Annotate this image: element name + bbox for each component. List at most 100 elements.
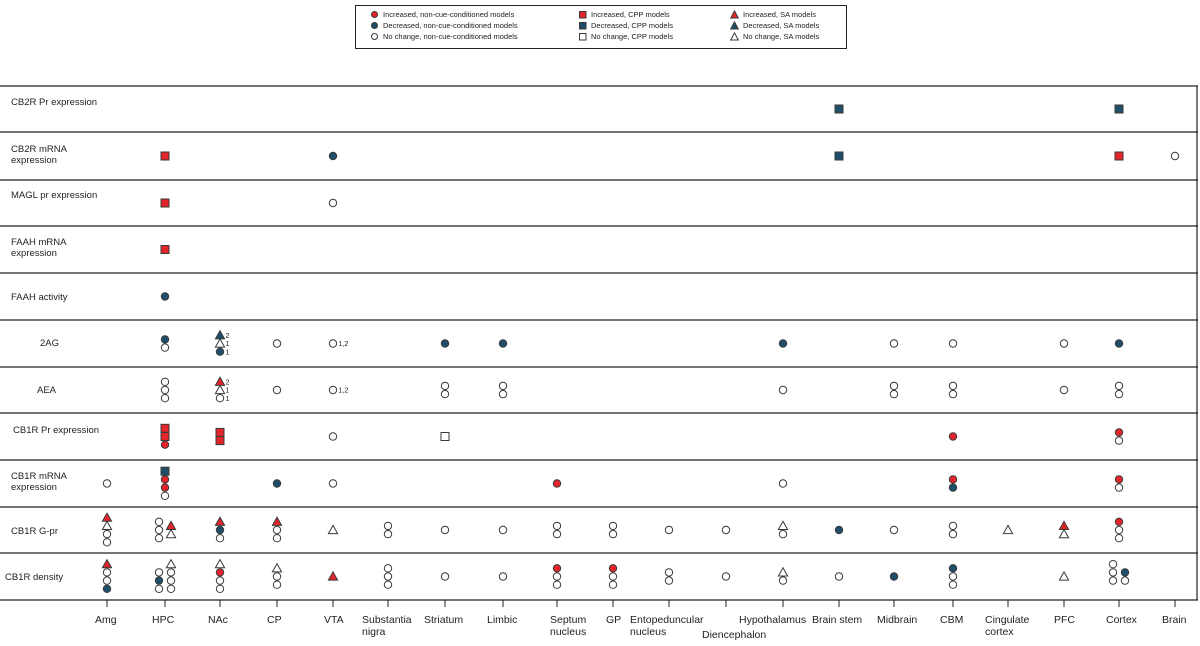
marker-circle-nc xyxy=(102,529,112,539)
marker-circle-nc xyxy=(948,381,958,391)
marker-circle-dec xyxy=(778,339,788,348)
circle-legend-icon xyxy=(371,11,378,18)
column-label-brain: Brain xyxy=(1162,614,1187,626)
marker-circle-nc xyxy=(160,377,170,386)
marker-circle-nc xyxy=(1108,560,1118,569)
marker-circle-nc xyxy=(1114,436,1124,445)
marker-circle-nc xyxy=(215,534,225,543)
marker-circle-inc xyxy=(160,440,170,449)
square-legend-icon xyxy=(579,33,587,41)
marker-circle-nc xyxy=(778,529,788,539)
legend-label: Increased, SA models xyxy=(743,10,816,19)
marker-circle-dec xyxy=(328,151,338,161)
marker-circle-nc xyxy=(948,529,958,539)
marker-circle-inc xyxy=(1114,428,1124,437)
marker-circle-nc xyxy=(664,576,674,585)
marker-square-inc xyxy=(160,245,170,254)
row-label-2ag: 2AG xyxy=(40,338,60,349)
marker-circle-nc xyxy=(948,521,958,531)
marker-circle-nc xyxy=(154,584,164,593)
marker-circle-nc xyxy=(1114,525,1124,535)
marker-triangle-nc xyxy=(214,384,226,395)
marker-circle-nc xyxy=(778,576,788,585)
triangle-legend-icon xyxy=(730,32,740,41)
marker-triangle-nc xyxy=(1058,570,1070,581)
marker-circle-nc xyxy=(664,525,674,535)
marker-circle-nc xyxy=(440,525,450,535)
legend-label: Increased, non-cue-conditioned models xyxy=(383,10,515,19)
marker-circle-nc xyxy=(1114,381,1124,391)
marker-circle-nc xyxy=(102,576,112,585)
marker-note: 1 xyxy=(226,388,230,395)
marker-circle-nc xyxy=(328,385,338,395)
marker-circle-nc xyxy=(160,343,170,352)
marker-circle-nc xyxy=(552,529,562,539)
marker-circle-nc xyxy=(948,572,958,581)
marker-circle-nc xyxy=(608,572,618,581)
marker-square-inc xyxy=(160,423,170,433)
marker-circle-nc xyxy=(440,381,450,391)
column-label-amg: Amg xyxy=(95,614,117,626)
column-label-cbm: CBM xyxy=(940,614,964,626)
marker-circle-nc xyxy=(498,572,508,581)
marker-circle-inc xyxy=(1114,517,1124,526)
marker-note: 1,2 xyxy=(339,388,349,395)
marker-triangle-nc xyxy=(214,558,226,569)
marker-triangle-nc xyxy=(165,528,177,539)
row-label-faah-mrna: FAAH mRNA expression xyxy=(11,237,66,259)
legend-label: No change, SA models xyxy=(743,32,820,41)
triangle-legend-icon xyxy=(730,21,740,30)
marker-triangle-nc xyxy=(777,566,789,577)
marker-circle-nc xyxy=(948,339,958,348)
row-label-aea: AEA xyxy=(37,385,57,396)
marker-triangle-nc xyxy=(777,520,789,530)
marker-circle-dec xyxy=(215,525,225,535)
marker-circle-dec xyxy=(160,292,170,301)
marker-square-dec xyxy=(160,466,170,476)
marker-circle-nc xyxy=(889,389,899,399)
marker-square-nc xyxy=(440,432,450,441)
marker-circle-nc xyxy=(160,491,170,500)
column-label-septum-nucleus: Septum nucleus xyxy=(550,614,587,638)
column-label-vta: VTA xyxy=(324,614,344,626)
row-label-cb1r-mrna: CB1R mRNA expression xyxy=(11,471,67,493)
row-label-faah-activity: FAAH activity xyxy=(11,292,68,303)
column-label-striatum: Striatum xyxy=(424,614,464,626)
marker-triangle-inc xyxy=(101,558,113,569)
marker-circle-dec xyxy=(948,564,958,573)
marker-circle-nc xyxy=(272,525,282,535)
marker-circle-dec xyxy=(215,347,225,356)
marker-circle-nc xyxy=(1114,389,1124,399)
marker-square-inc xyxy=(160,432,170,441)
marker-circle-nc xyxy=(1114,483,1124,492)
marker-circle-nc xyxy=(1170,151,1180,161)
marker-circle-nc xyxy=(215,394,225,403)
marker-circle-nc xyxy=(834,572,844,581)
marker-square-inc xyxy=(215,427,225,437)
square-legend-icon xyxy=(579,11,587,19)
marker-circle-nc xyxy=(498,389,508,399)
legend-label: No change, CPP models xyxy=(591,32,673,41)
marker-circle-nc xyxy=(272,572,282,581)
marker-circle-dec xyxy=(440,339,450,348)
marker-circle-nc xyxy=(552,572,562,581)
column-label-entopeduncular-nucleus: Entopeduncular nucleus xyxy=(630,614,704,638)
marker-circle-nc xyxy=(160,394,170,403)
marker-circle-nc xyxy=(154,568,164,577)
circle-legend-icon xyxy=(371,33,378,40)
marker-circle-inc xyxy=(948,475,958,484)
marker-circle-nc xyxy=(154,517,164,526)
marker-square-inc xyxy=(215,436,225,446)
marker-circle-nc xyxy=(552,521,562,531)
circle-legend-icon xyxy=(371,22,378,29)
marker-triangle-inc xyxy=(214,376,226,386)
marker-circle-nc xyxy=(664,568,674,577)
marker-circle-nc xyxy=(160,385,170,395)
marker-triangle-nc xyxy=(214,337,226,348)
marker-circle-inc xyxy=(608,564,618,573)
marker-square-inc xyxy=(160,198,170,208)
marker-circle-nc xyxy=(383,529,393,539)
marker-square-dec xyxy=(834,151,844,161)
marker-circle-nc xyxy=(1120,576,1130,585)
marker-note: 1,2 xyxy=(339,341,349,348)
